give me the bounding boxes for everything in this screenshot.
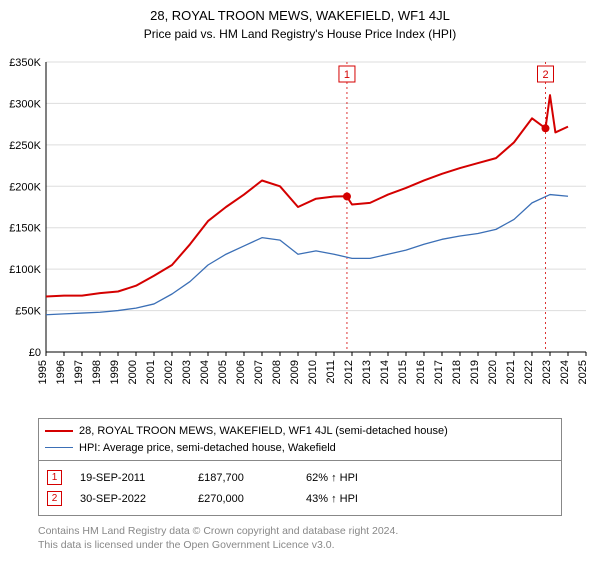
transaction-price: £270,000 [198,493,288,505]
chart-title: 28, ROYAL TROON MEWS, WAKEFIELD, WF1 4JL [0,8,600,23]
svg-text:£350K: £350K [9,57,41,69]
svg-text:2008: 2008 [271,360,283,384]
transaction-marker-num: 2 [47,491,62,506]
svg-text:1999: 1999 [109,360,121,384]
svg-text:2024: 2024 [559,360,571,384]
legend-item: HPI: Average price, semi-detached house,… [45,440,555,457]
svg-text:2011: 2011 [325,360,337,384]
svg-text:£200K: £200K [9,181,41,193]
svg-text:£250K: £250K [9,140,41,152]
svg-text:2003: 2003 [181,360,193,384]
svg-text:2014: 2014 [379,360,391,384]
svg-text:2021: 2021 [505,360,517,384]
transaction-price: £187,700 [198,472,288,484]
footer-attribution: Contains HM Land Registry data © Crown c… [38,524,562,552]
svg-text:£100K: £100K [9,264,41,276]
transaction-row: 2 30-SEP-2022 £270,000 43% ↑ HPI [47,488,553,509]
svg-text:2005: 2005 [217,360,229,384]
svg-text:2017: 2017 [433,360,445,384]
svg-text:£50K: £50K [15,306,41,318]
svg-text:2013: 2013 [361,360,373,384]
legend-swatch [45,447,73,448]
svg-text:2: 2 [542,69,548,81]
line-chart: £0 £50K £100K £150K £200K £250K £300K £350K 1995… [0,56,600,406]
transaction-marker-num: 1 [47,470,62,485]
transaction-table: 1 19-SEP-2011 £187,700 62% ↑ HPI 2 30-SEP-202… [38,460,562,516]
footer-line-1: Contains HM Land Registry data © Crown c… [38,524,562,538]
svg-text:2002: 2002 [163,360,175,384]
svg-text:2025: 2025 [577,360,589,384]
chart-area: £0 £50K £100K £150K £200K £250K £300K £350K 1995… [0,56,600,406]
svg-text:2018: 2018 [451,360,463,384]
transaction-row: 1 19-SEP-2011 £187,700 62% ↑ HPI [47,467,553,488]
svg-text:2012: 2012 [343,360,355,384]
svg-text:2019: 2019 [469,360,481,384]
svg-text:2004: 2004 [199,360,211,384]
svg-text:2015: 2015 [397,360,409,384]
svg-text:2022: 2022 [523,360,535,384]
svg-text:1997: 1997 [73,360,85,384]
legend-swatch [45,430,73,432]
svg-text:1995: 1995 [37,360,49,384]
chart-subtitle: Price paid vs. HM Land Registry's House … [0,27,600,41]
svg-text:2006: 2006 [235,360,247,384]
svg-text:1998: 1998 [91,360,103,384]
svg-text:2000: 2000 [127,360,139,384]
svg-text:2023: 2023 [541,360,553,384]
transaction-pct: 62% ↑ HPI [306,472,416,484]
transaction-date: 30-SEP-2022 [80,493,180,505]
svg-text:1: 1 [344,69,350,81]
legend: 28, ROYAL TROON MEWS, WAKEFIELD, WF1 4JL… [38,418,562,461]
svg-text:1996: 1996 [55,360,67,384]
transaction-pct: 43% ↑ HPI [306,493,416,505]
svg-text:£0: £0 [29,347,41,359]
svg-text:£300K: £300K [9,98,41,110]
svg-text:£150K: £150K [9,223,41,235]
legend-label: 28, ROYAL TROON MEWS, WAKEFIELD, WF1 4JL… [79,423,448,440]
footer-line-2: This data is licensed under the Open Gov… [38,538,562,552]
svg-text:2020: 2020 [487,360,499,384]
legend-item: 28, ROYAL TROON MEWS, WAKEFIELD, WF1 4JL… [45,423,555,440]
svg-text:2016: 2016 [415,360,427,384]
svg-text:2010: 2010 [307,360,319,384]
svg-text:2007: 2007 [253,360,265,384]
legend-label: HPI: Average price, semi-detached house,… [79,440,336,457]
svg-text:2001: 2001 [145,360,157,384]
svg-text:2009: 2009 [289,360,301,384]
transaction-date: 19-SEP-2011 [80,472,180,484]
